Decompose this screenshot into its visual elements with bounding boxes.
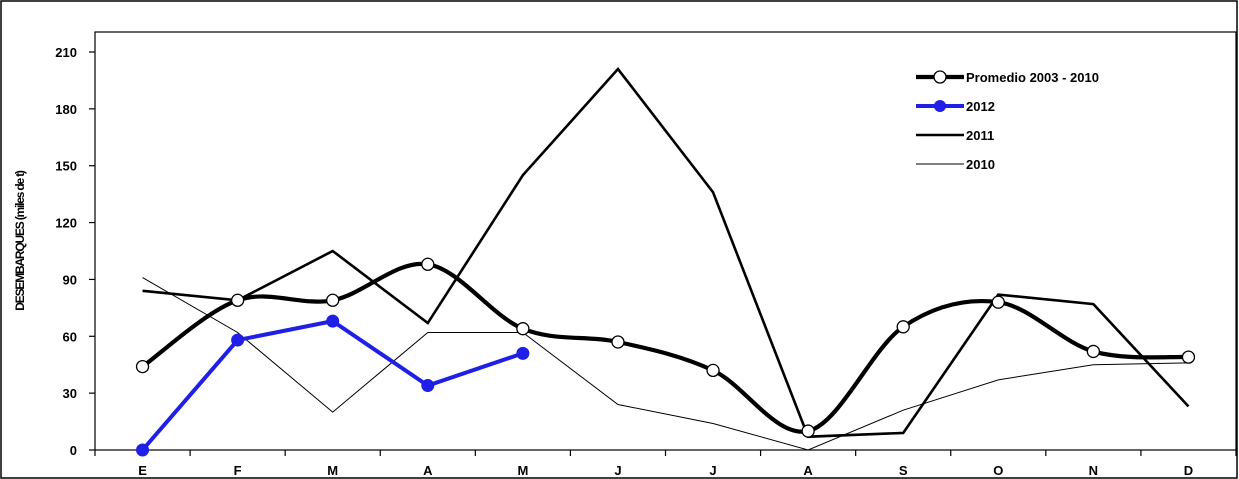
x-tick-label: O [993,463,1003,478]
y-tick-label: 210 [55,45,77,60]
data-point [421,379,435,393]
y-tick-label: 90 [63,272,77,287]
x-tick-label: F [234,463,242,478]
y-tick-label: 150 [55,159,77,174]
series-line [142,277,1189,451]
x-tick-label: M [327,463,338,478]
data-point [516,322,530,336]
data-point [326,293,340,307]
x-tick-label: J [709,463,716,478]
data-point [1086,344,1101,359]
y-axis-title: DESEMBARQUES (miles de t) [13,170,27,311]
y-tick-label: 0 [70,443,77,458]
y-tick-label: 120 [55,216,77,231]
data-point [611,335,625,349]
x-tick-label: E [138,463,147,478]
data-point [135,359,150,374]
x-tick-label: A [423,463,433,478]
legend-item: 2010 [916,157,995,172]
series-2012 [136,314,530,457]
data-point [230,293,245,307]
y-tick-label: 60 [63,329,77,344]
x-tick-label: A [803,463,813,478]
legend-label: 2012 [966,99,995,114]
data-point [136,443,150,457]
series-2011 [142,67,1190,439]
legend-item: 2012 [916,99,995,114]
x-tick-label: D [1184,463,1193,478]
legend-label: Promedio 2003 - 2010 [966,70,1099,85]
y-tick-label: 180 [55,102,77,117]
series-layer [135,67,1196,457]
legend-item: 2011 [916,128,994,143]
data-point [231,333,245,347]
series-promedio-2003-2010 [135,257,1196,438]
legend-item: Promedio 2003 - 2010 [916,70,1099,85]
series-2010 [142,277,1189,451]
x-tick-label: M [517,463,528,478]
data-point [516,346,530,360]
y-tick-label: 30 [63,386,77,401]
x-tick-label: J [614,463,621,478]
data-point [991,295,1005,309]
x-tick-label: S [899,463,908,478]
data-point [1181,350,1196,364]
legend-marker [933,70,947,84]
legend: Promedio 2003 - 2010 2012 2011 2010 [916,70,1099,172]
x-tick-label: N [1089,463,1098,478]
data-point [421,257,435,271]
data-point [801,424,815,438]
data-point [896,320,910,334]
data-point [326,314,340,328]
legend-marker [934,100,946,112]
legend-label: 2010 [966,157,995,172]
legend-label: 2011 [966,128,994,143]
series-line [142,67,1190,439]
data-point [706,363,720,378]
y-axis: 0 30 60 90 120 150 180 210 [55,45,95,458]
